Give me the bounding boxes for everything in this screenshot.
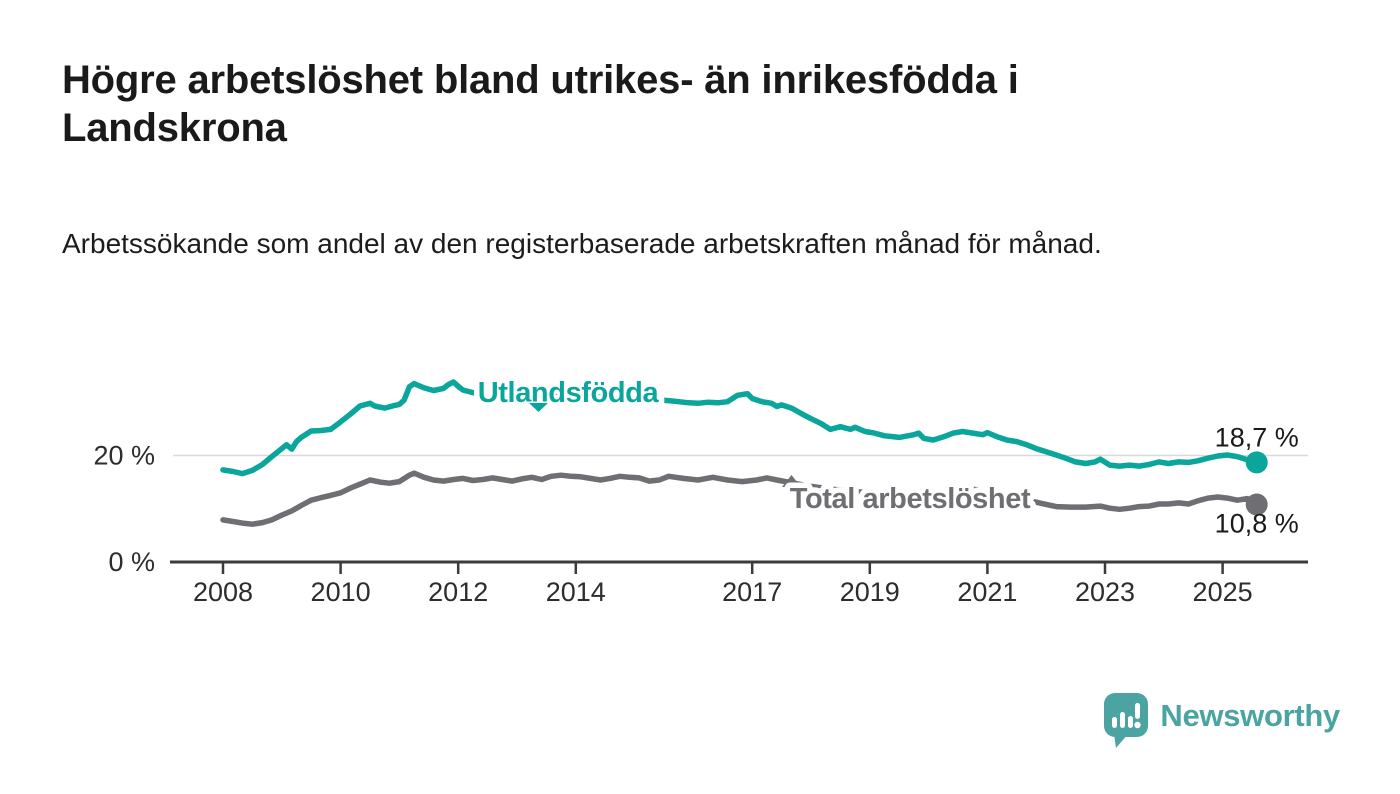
end-value-label-utlandsfodda: 18,7 % (1215, 422, 1299, 452)
newsworthy-logo-icon (1104, 693, 1149, 748)
y-tick-label-20: 20 % (93, 440, 155, 470)
x-tick-label-2010: 2010 (311, 577, 371, 607)
newsworthy-brand-name: Newsworthy (1160, 698, 1340, 733)
x-tick-label-2019: 2019 (840, 577, 900, 607)
x-tick-label-2014: 2014 (546, 577, 606, 607)
x-tick-label-2012: 2012 (428, 577, 488, 607)
x-tick-label-2017: 2017 (722, 577, 782, 607)
end-value-label-total-arbetsloshet: 10,8 % (1215, 508, 1299, 538)
newsworthy-brand: Newsworthy (1103, 682, 1340, 750)
x-tick-label-2008: 2008 (193, 577, 253, 607)
end-dot-total-arbetsloshet (1245, 493, 1268, 516)
y-tick-label-0: 0 % (108, 547, 155, 577)
series-label-utlandsfodda: Utlandsfödda (478, 377, 660, 409)
label-pointer-utlandsfodda (525, 401, 552, 415)
x-tick-label-2025: 2025 (1193, 577, 1253, 607)
chart-subtitle: Arbetssökande som andel av den registerb… (62, 228, 1102, 259)
x-tick-label-2021: 2021 (957, 577, 1017, 607)
series-line-total-arbetsloshet (220, 470, 1260, 527)
page-title: Högre arbetslöshet bland utrikes- än inr… (62, 58, 1019, 150)
x-tick-label-2023: 2023 (1075, 577, 1135, 607)
series-label-total-arbetsloshet: Total arbetslöshet (790, 483, 1031, 515)
end-dot-utlandsfodda (1245, 451, 1268, 474)
series-line-utlandsfodda (220, 379, 1260, 477)
